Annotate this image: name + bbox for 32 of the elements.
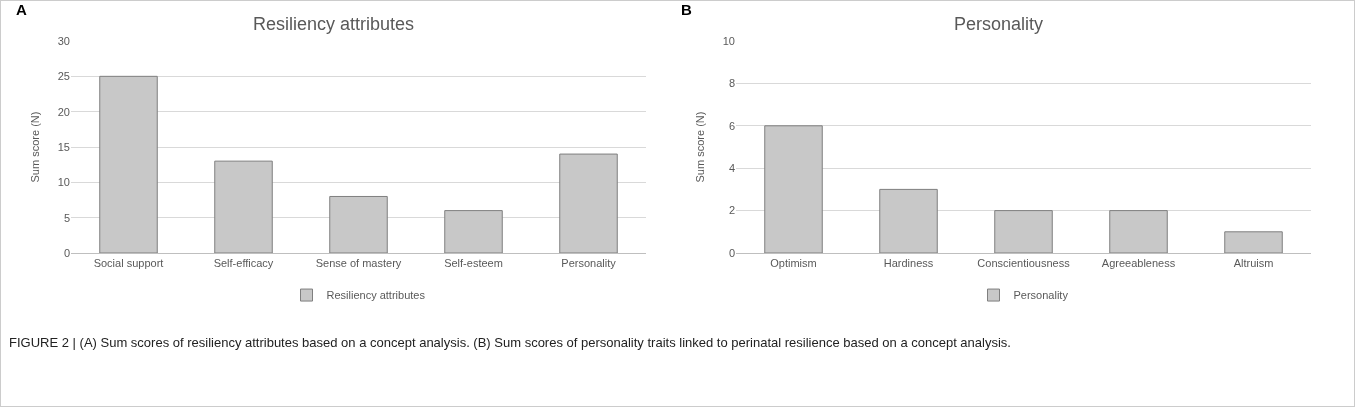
y-tick-label: 10 xyxy=(722,34,735,47)
y-tick-label: 5 xyxy=(63,211,70,224)
legend-label: Resiliency attributes xyxy=(326,289,426,302)
x-tick-label: Agreeableness xyxy=(1101,257,1176,270)
y-tick-label: 10 xyxy=(57,176,70,189)
x-tick-label: Personality xyxy=(561,257,617,270)
y-tick-label: 0 xyxy=(63,246,70,259)
x-tick-label: Social support xyxy=(93,257,164,270)
chart-title: Resiliency attributes xyxy=(252,13,415,34)
x-tick-label: Self-efficacy xyxy=(213,257,274,270)
y-tick-label: 20 xyxy=(57,105,70,118)
x-tick-label: Optimism xyxy=(770,257,817,270)
y-tick-label: 4 xyxy=(728,162,735,175)
chart-title: Personality xyxy=(953,13,1044,34)
y-tick-label: 25 xyxy=(57,70,70,83)
y-tick-label: 6 xyxy=(728,119,735,132)
y-tick-label: 0 xyxy=(728,246,735,259)
y-tick-label: 2 xyxy=(728,204,735,217)
x-tick-label: Sense of mastery xyxy=(315,257,402,270)
y-tick-label: 30 xyxy=(57,34,70,47)
x-tick-label: Altruism xyxy=(1233,257,1274,270)
caption: FIGURE 2 | (A) Sum scores of resiliency attributes based on a concept analysis. (B) Sum scores of personality traits linked to perinatal resilience based on a concept analysis. xyxy=(8,334,1012,352)
x-tick-label: Conscientiousness xyxy=(977,257,1071,270)
legend-label: Personality xyxy=(1013,289,1069,302)
y-axis-title: Sum score (N) xyxy=(29,111,42,183)
text: B xyxy=(681,1,692,18)
x-tick-label: Self-esteem xyxy=(444,257,503,270)
x-tick-label: Hardiness xyxy=(883,257,934,270)
y-axis-title: Sum score (N) xyxy=(694,111,707,183)
text: A xyxy=(16,1,27,18)
y-tick-label: 8 xyxy=(728,77,735,90)
y-tick-label: 15 xyxy=(57,140,70,153)
